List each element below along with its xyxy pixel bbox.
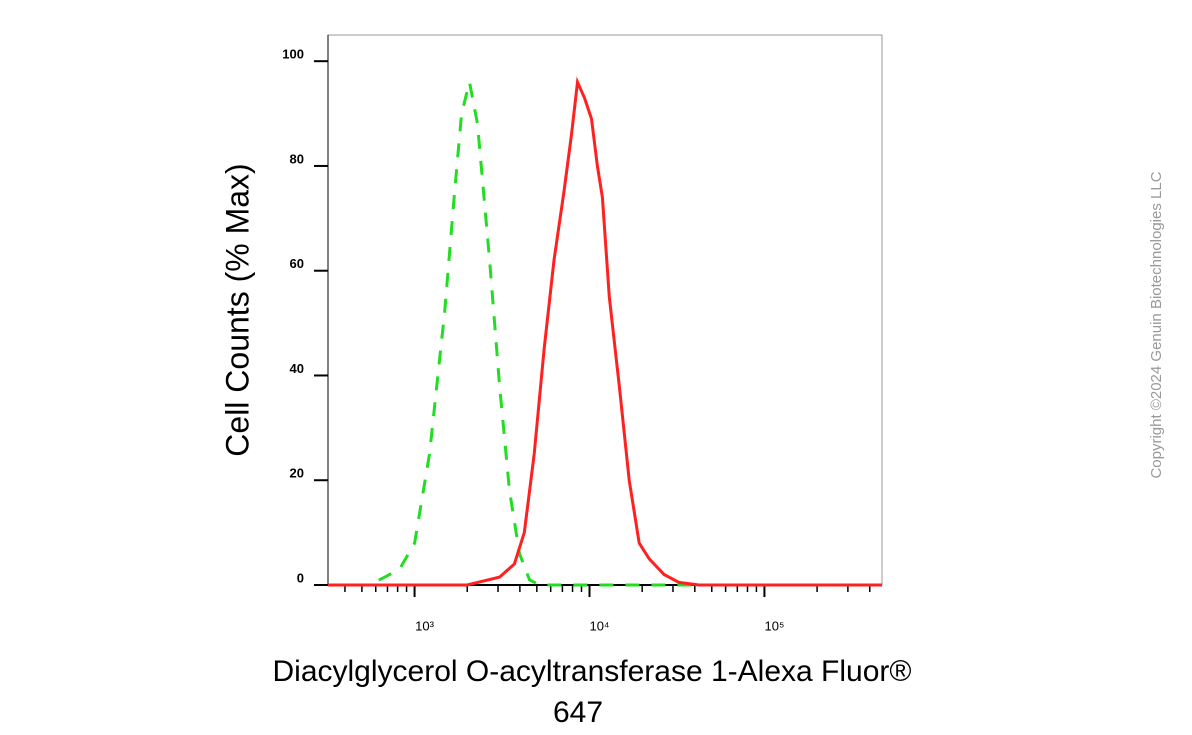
histogram-line — [328, 76, 882, 587]
y-tick-label: 20 — [290, 466, 304, 481]
y-axis-title: Cell Counts (% Max) — [219, 163, 255, 456]
y-tick-label: 0 — [297, 570, 304, 585]
x-axis-title: 647 — [553, 696, 603, 729]
y-tick-label: 40 — [290, 361, 304, 376]
plot-frame — [327, 34, 883, 586]
x-tick-label: 10⁴ — [589, 618, 609, 633]
x-axis-title: Diacylglycerol O-acyltransferase 1-Alexa… — [273, 655, 912, 688]
copyright: Copyright ©2024 Genuin Biotechnologies L… — [1148, 171, 1165, 478]
y-tick-label: 60 — [290, 256, 304, 271]
y-tick-label: 100 — [282, 47, 304, 62]
x-tick-label: 10³ — [415, 618, 434, 633]
x-tick-label: 10⁵ — [764, 618, 784, 633]
histogram-line — [328, 81, 882, 587]
y-tick-label: 80 — [290, 151, 304, 166]
